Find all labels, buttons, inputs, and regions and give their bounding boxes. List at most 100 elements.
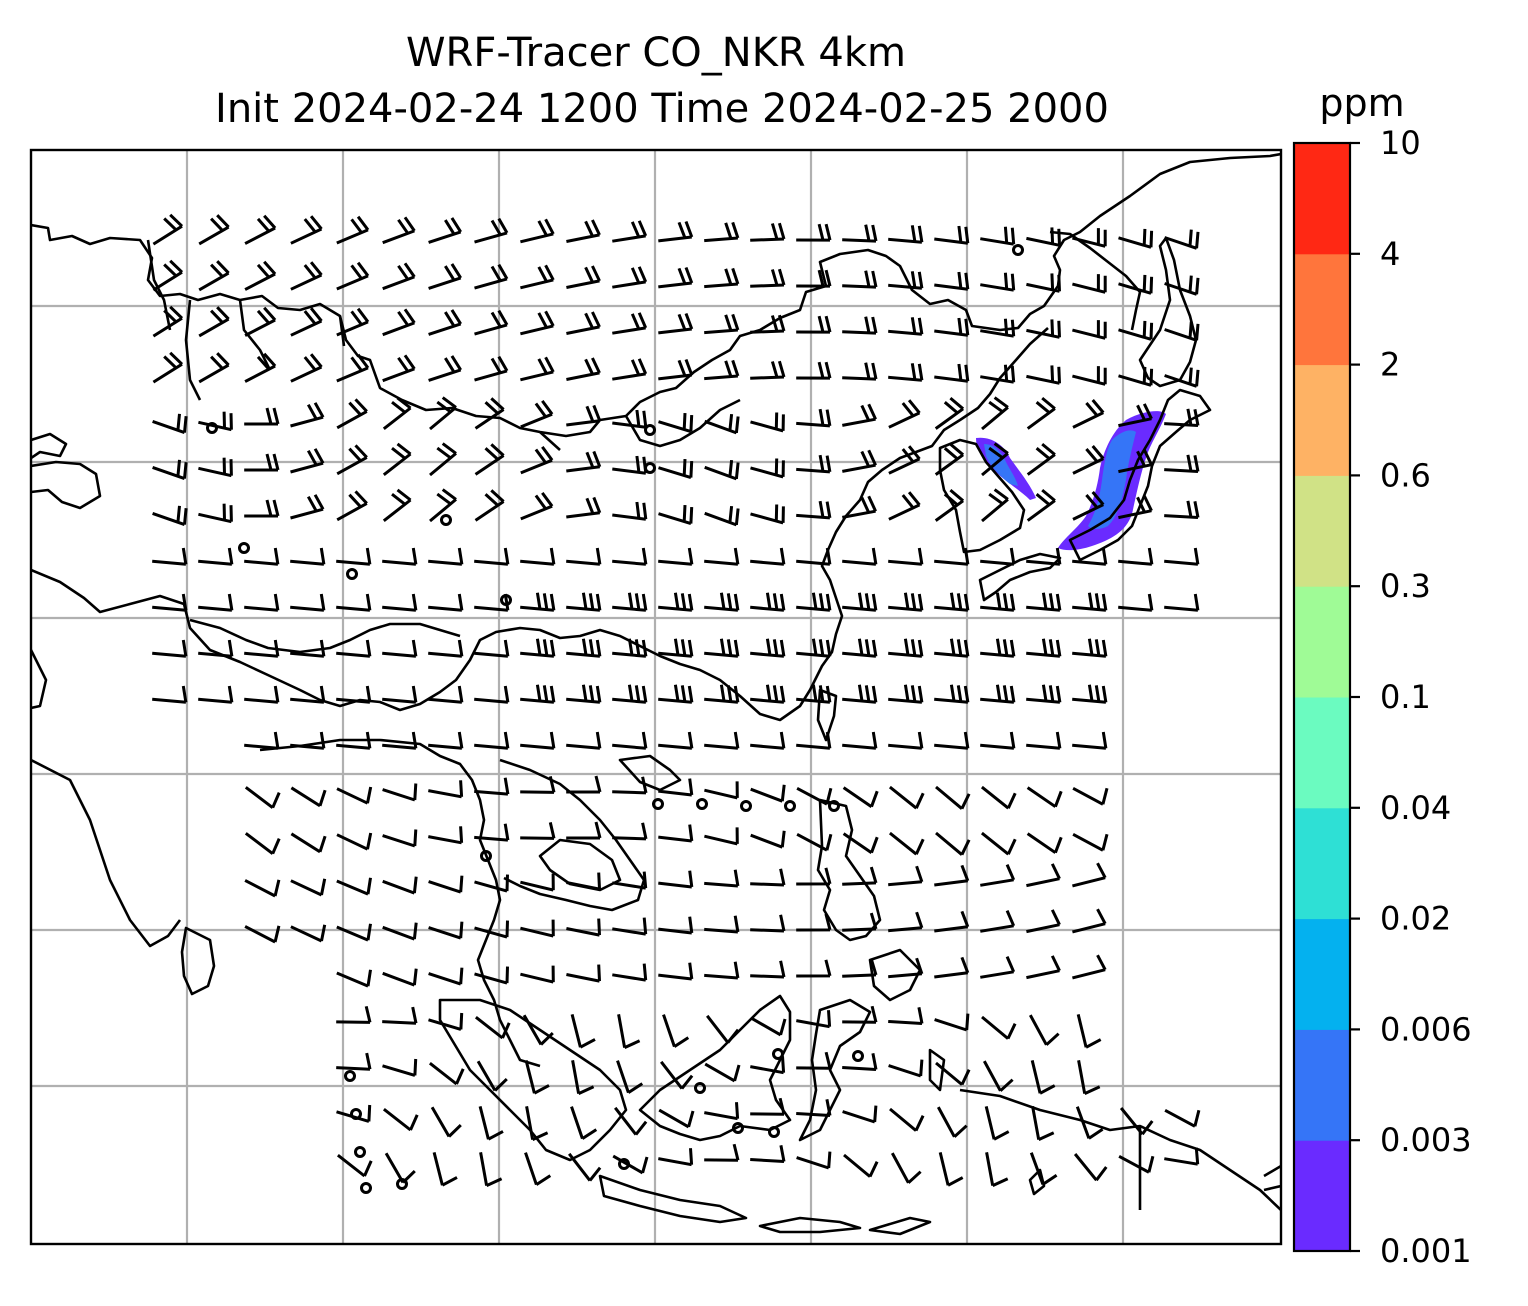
- wind-barb: [152, 639, 188, 658]
- calm-wind-marker: [238, 542, 250, 554]
- wind-barb: [612, 592, 648, 612]
- wind-barb: [704, 505, 740, 527]
- wind-barb: [796, 786, 833, 806]
- calm-wind-marker: [732, 1122, 744, 1134]
- wind-barb: [796, 684, 832, 704]
- wind-barb: [198, 260, 230, 292]
- wind-barb: [244, 731, 280, 750]
- wind-barb: [888, 547, 924, 566]
- wind-barb: [152, 305, 184, 338]
- wind-barb: [566, 821, 602, 840]
- wind-barb: [520, 492, 554, 521]
- wind-barb: [658, 1148, 694, 1167]
- wind-barb: [474, 593, 510, 612]
- wind-barb: [1072, 366, 1107, 386]
- wind-barb: [336, 1005, 372, 1024]
- wind-barb: [520, 776, 556, 794]
- wind-barb: [336, 593, 372, 612]
- wind-barb: [796, 959, 832, 978]
- wind-barb: [1118, 449, 1153, 474]
- wind-barb: [750, 314, 786, 334]
- wind-barb: [750, 1097, 786, 1116]
- wind-barb: [842, 495, 877, 519]
- wind-barb: [888, 831, 925, 856]
- wind-barb: [428, 826, 464, 845]
- wind-barb: [566, 357, 601, 381]
- wind-barb: [658, 684, 694, 704]
- wind-barb: [474, 309, 509, 336]
- wind-barb: [1164, 321, 1200, 342]
- wind-barb: [244, 214, 277, 245]
- calm-wind-marker: [1012, 244, 1024, 256]
- wind-barb: [704, 547, 740, 566]
- wind-barb: [520, 446, 554, 475]
- colorbar-tick-label: 0.04: [1380, 789, 1451, 827]
- wind-barb: [796, 361, 832, 380]
- wind-barb: [1072, 320, 1107, 340]
- wind-barb: [750, 638, 786, 658]
- wind-barb: [1119, 1107, 1154, 1136]
- wind-barb: [566, 404, 602, 427]
- wind-barb: [796, 1151, 832, 1170]
- wind-barb: [566, 450, 602, 473]
- wind-barb: [566, 219, 601, 243]
- wind-barb: [520, 638, 556, 658]
- wind-barb: [612, 963, 648, 982]
- wind-barb: [524, 1060, 550, 1095]
- wind-barb: [842, 1005, 878, 1024]
- wind-barb: [1164, 593, 1200, 612]
- wind-barb: [980, 364, 1016, 384]
- wind-barb: [244, 786, 281, 809]
- wind-barb: [934, 363, 970, 383]
- colorbar-tick-label: 4: [1380, 235, 1400, 273]
- wind-barb: [244, 925, 281, 944]
- wind-barb: [842, 866, 878, 886]
- wind-barb: [1073, 1153, 1108, 1182]
- wind-barb: [474, 874, 509, 893]
- wind-barb: [1026, 319, 1061, 339]
- wind-barb: [984, 1106, 1010, 1141]
- wind-barb: [566, 684, 602, 704]
- wind-barb: [428, 547, 464, 566]
- wind-barb: [290, 878, 327, 897]
- wind-barb: [888, 911, 924, 933]
- wind-barb: [429, 442, 457, 477]
- wind-barb: [750, 592, 786, 612]
- wind-barb: [658, 962, 694, 981]
- wind-barb: [429, 396, 457, 431]
- wind-barb: [1164, 408, 1200, 427]
- wind-barb: [938, 1152, 964, 1187]
- wind-barb: [934, 271, 970, 291]
- wind-barb: [842, 731, 878, 750]
- wind-barb: [935, 831, 971, 856]
- wind-barb: [152, 593, 188, 612]
- wind-barb: [290, 832, 327, 854]
- wind-barb: [612, 1154, 649, 1175]
- wind-barb: [382, 1006, 418, 1025]
- wind-barb: [796, 408, 832, 428]
- wind-barb: [336, 547, 372, 566]
- wind-barb: [474, 920, 509, 939]
- wind-barb: [1026, 863, 1061, 888]
- wind-barb: [336, 353, 370, 383]
- wind-barb: [336, 307, 370, 337]
- wind-barb: [336, 832, 373, 851]
- wind-barb: [658, 1108, 695, 1129]
- calm-wind-marker: [344, 1070, 356, 1082]
- wind-barb: [614, 1106, 648, 1136]
- wind-barb: [842, 1053, 878, 1071]
- wind-barb: [429, 488, 457, 523]
- wind-barb: [842, 224, 878, 243]
- wind-barb: [152, 547, 188, 566]
- wind-barb: [428, 921, 464, 940]
- wind-barb: [612, 455, 648, 475]
- wind-barb: [244, 879, 281, 898]
- wind-barb: [336, 1154, 373, 1178]
- wind-barb: [796, 269, 832, 288]
- wind-barb: [1118, 547, 1154, 566]
- wind-barb: [934, 317, 970, 337]
- wind-barb: [704, 592, 740, 612]
- wind-barb: [152, 505, 188, 527]
- wind-barb: [842, 403, 877, 427]
